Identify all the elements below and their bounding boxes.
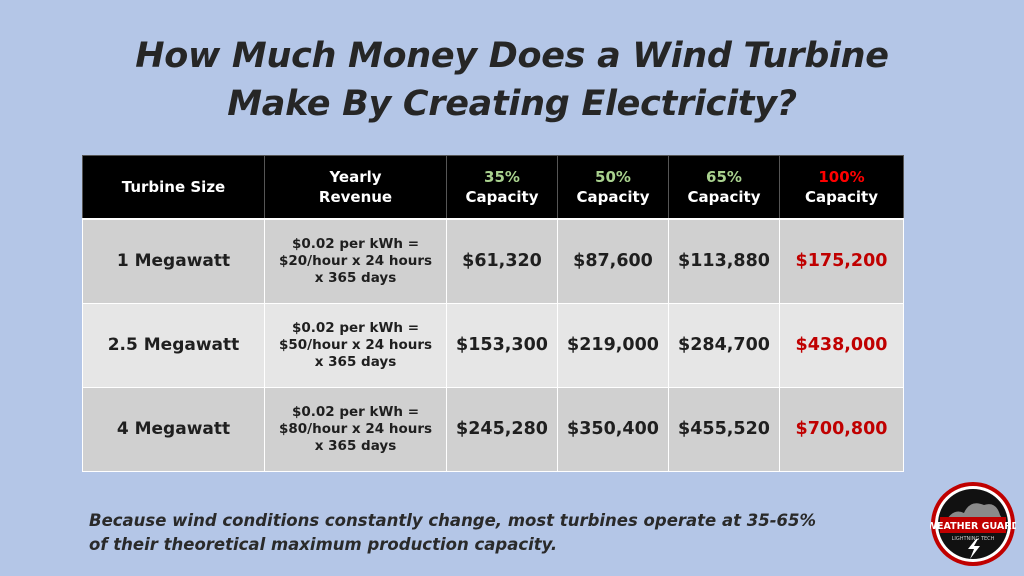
cell-capacity-35: $245,280: [446, 386, 558, 472]
revenue-line: x 365 days: [314, 353, 397, 370]
header-yearly-revenue-line-1: Yearly: [329, 168, 382, 186]
header-yearly-revenue: Yearly Revenue: [264, 155, 447, 220]
header-capacity-100: 100% Capacity: [779, 155, 904, 220]
revenue-line: $80/hour x 24 hours: [278, 420, 433, 437]
revenue-line: $50/hour x 24 hours: [278, 336, 433, 353]
cell-turbine-size: 4 Megawatt: [82, 386, 265, 472]
header-capacity-100-percent: 100%: [818, 168, 865, 186]
header-capacity-65-percent: 65%: [706, 168, 742, 186]
cell-capacity-100: $438,000: [779, 302, 904, 388]
footnote: Because wind conditions constantly chang…: [89, 509, 909, 557]
cell-capacity-50: $87,600: [557, 218, 669, 304]
cell-capacity-100: $175,200: [779, 218, 904, 304]
revenue-line: $0.02 per kWh =: [291, 403, 420, 420]
revenue-table: Turbine Size Yearly Revenue 35% Capacity…: [82, 155, 904, 472]
title-line-2: Make By Creating Electricity?: [227, 84, 797, 124]
revenue-line: x 365 days: [314, 437, 397, 454]
table-header-row: Turbine Size Yearly Revenue 35% Capacity…: [82, 155, 904, 220]
revenue-line: x 365 days: [314, 269, 397, 286]
table-row: 2.5 Megawatt $0.02 per kWh = $50/hour x …: [82, 302, 904, 388]
cell-capacity-100: $700,800: [779, 386, 904, 472]
revenue-line: $20/hour x 24 hours: [278, 252, 433, 269]
weather-guard-logo: WEATHER GUARD LIGHTNING TECH: [927, 481, 1020, 567]
cell-capacity-65: $284,700: [668, 302, 780, 388]
cell-yearly-revenue: $0.02 per kWh = $80/hour x 24 hours x 36…: [264, 386, 447, 472]
logo-text-top: WEATHER GUARD: [930, 521, 1016, 532]
cell-capacity-50: $350,400: [557, 386, 669, 472]
cell-yearly-revenue: $0.02 per kWh = $20/hour x 24 hours x 36…: [264, 218, 447, 304]
revenue-line: $0.02 per kWh =: [291, 319, 420, 336]
header-capacity-35: 35% Capacity: [446, 155, 558, 220]
header-turbine-size: Turbine Size: [82, 155, 265, 220]
header-capacity-100-label: Capacity: [805, 188, 878, 206]
footnote-line-2: of their theoretical maximum production …: [89, 535, 558, 554]
header-capacity-50: 50% Capacity: [557, 155, 669, 220]
cell-yearly-revenue: $0.02 per kWh = $50/hour x 24 hours x 36…: [264, 302, 447, 388]
lightning-bolt-icon: [968, 539, 980, 559]
cell-capacity-65: $455,520: [668, 386, 780, 472]
cell-turbine-size: 2.5 Megawatt: [82, 302, 265, 388]
header-capacity-35-percent: 35%: [484, 168, 520, 186]
cell-capacity-65: $113,880: [668, 218, 780, 304]
header-capacity-65: 65% Capacity: [668, 155, 780, 220]
header-capacity-35-label: Capacity: [465, 188, 539, 206]
header-yearly-revenue-line-2: Revenue: [318, 188, 393, 206]
header-capacity-50-percent: 50%: [595, 168, 631, 186]
footnote-line-1: Because wind conditions constantly chang…: [89, 511, 817, 530]
page-title: How Much Money Does a Wind Turbine Make …: [0, 32, 1024, 128]
table-row: 1 Megawatt $0.02 per kWh = $20/hour x 24…: [82, 218, 904, 304]
logo-text-bottom: LIGHTNING TECH: [952, 536, 995, 542]
cell-capacity-35: $61,320: [446, 218, 558, 304]
cell-capacity-35: $153,300: [446, 302, 558, 388]
logo-badge-icon: WEATHER GUARD LIGHTNING TECH: [927, 482, 1020, 566]
table-row: 4 Megawatt $0.02 per kWh = $80/hour x 24…: [82, 386, 904, 472]
cell-turbine-size: 1 Megawatt: [82, 218, 265, 304]
header-capacity-65-label: Capacity: [687, 188, 761, 206]
revenue-line: $0.02 per kWh =: [291, 235, 420, 252]
title-line-1: How Much Money Does a Wind Turbine: [135, 36, 889, 76]
header-capacity-50-label: Capacity: [576, 188, 650, 206]
cell-capacity-50: $219,000: [557, 302, 669, 388]
